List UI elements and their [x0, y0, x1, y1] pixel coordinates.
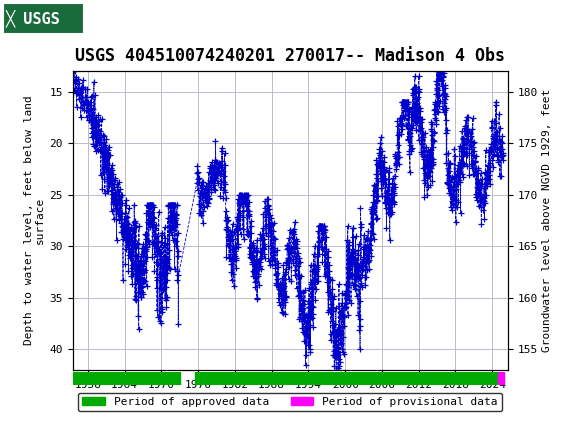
Text: USGS 404510074240201 270017-- Madison 4 Obs: USGS 404510074240201 270017-- Madison 4 …	[75, 47, 505, 65]
Legend: Period of approved data, Period of provisional data: Period of approved data, Period of provi…	[78, 393, 502, 412]
Bar	[63, 372, 180, 385]
Y-axis label: Depth to water level, feet below land
surface: Depth to water level, feet below land su…	[24, 95, 45, 345]
Bar	[195, 372, 498, 385]
Y-axis label: Groundwater level above NGVD 1929, feet: Groundwater level above NGVD 1929, feet	[542, 89, 552, 352]
Bar	[498, 372, 505, 385]
Text: ╳ USGS: ╳ USGS	[6, 9, 60, 27]
FancyBboxPatch shape	[3, 3, 84, 34]
